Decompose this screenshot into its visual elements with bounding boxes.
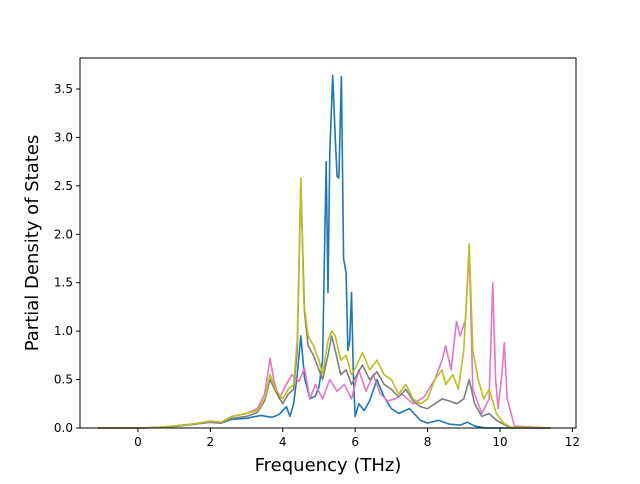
- x-tick-label-1: 2: [207, 435, 215, 449]
- x-tick-label-4: 8: [424, 435, 432, 449]
- series-line-2: [98, 248, 551, 429]
- y-tick-label-2: 1.0: [54, 324, 73, 338]
- y-tick-label-6: 3.0: [54, 130, 73, 144]
- x-tick-label-2: 4: [279, 435, 287, 449]
- series-layer: [98, 74, 551, 429]
- series-line-4: [98, 177, 551, 429]
- axes-frame: [79, 57, 577, 429]
- x-tick-label-0: 0: [134, 435, 142, 449]
- series-line-3: [98, 180, 551, 429]
- series-line-1: [98, 74, 551, 429]
- y-tick-label-5: 2.5: [54, 179, 73, 193]
- y-tick-label-0: 0.0: [54, 421, 73, 435]
- x-tick-label-3: 6: [351, 435, 359, 449]
- y-tick-label-3: 1.5: [54, 276, 73, 290]
- x-tick-label-6: 12: [565, 435, 580, 449]
- y-axis-ticks: 0.0 0.5 1.0 1.5 2.0 2.5 3.0 3.5: [54, 82, 80, 435]
- y-tick-label-4: 2.0: [54, 227, 73, 241]
- x-tick-label-5: 10: [492, 435, 507, 449]
- y-axis-label: Partial Density of States: [22, 135, 43, 352]
- x-axis-label: Frequency (THz): [255, 455, 402, 476]
- x-axis-ticks: 0 2 4 6 8 10 12: [134, 428, 580, 449]
- y-tick-label-1: 0.5: [54, 373, 73, 387]
- y-tick-label-7: 3.5: [54, 82, 73, 96]
